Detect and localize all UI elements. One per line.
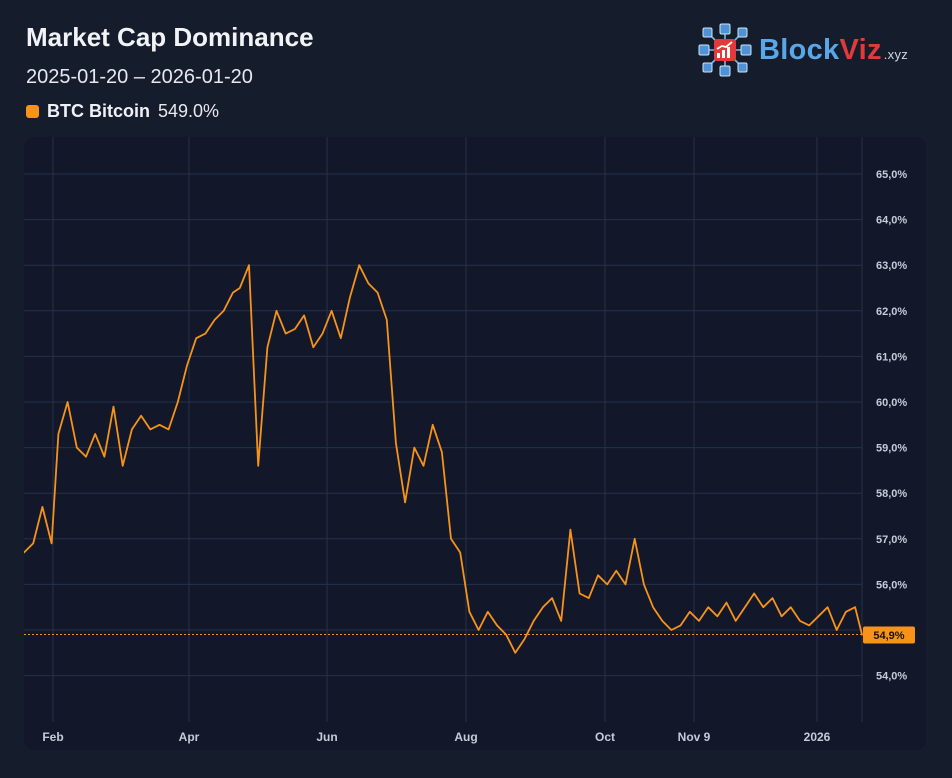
x-tick-label: Jun <box>316 730 337 744</box>
brand-name: BlockViz .xyz <box>759 34 908 67</box>
legend-series-name: BTC Bitcoin <box>47 101 150 121</box>
current-value-badge <box>863 626 915 644</box>
y-tick-label: 65,0% <box>876 169 907 181</box>
chart-title: Market Cap Dominance <box>26 22 314 52</box>
brand-tld: .xyz <box>883 46 909 62</box>
y-tick-label: 58,0% <box>876 488 907 500</box>
y-tick-label: 57,0% <box>876 534 907 546</box>
y-tick-label: 61,0% <box>876 351 907 363</box>
y-tick-label: 64,0% <box>876 215 907 227</box>
brand-name-part1: Block <box>759 33 840 66</box>
legend-series-value: 549.0% <box>158 101 220 121</box>
brand-name-part2: Viz <box>839 33 882 66</box>
y-tick-label: 63,0% <box>876 260 907 272</box>
y-tick-label: 54,0% <box>876 671 907 683</box>
y-tick-label: 59,0% <box>876 443 907 455</box>
series-line-btc <box>24 264 863 654</box>
brand-logo[interactable]: BlockViz .xyz <box>697 22 908 78</box>
line-chart[interactable]: 54,0%55,0%56,0%57,0%58,0%59,0%60,0%61,0%… <box>24 137 926 750</box>
x-tick-label: Aug <box>454 730 477 744</box>
chart-panel[interactable]: 54,0%55,0%56,0%57,0%58,0%59,0%60,0%61,0%… <box>24 137 926 750</box>
current-value-label: 54,9% <box>873 630 904 642</box>
y-tick-label: 56,0% <box>876 579 907 591</box>
cube-network-chart-icon <box>698 23 752 77</box>
date-range: 2025-01-20 – 2026-01-20 <box>26 66 253 88</box>
legend-swatch <box>26 105 39 118</box>
x-tick-label: Apr <box>179 730 200 744</box>
x-tick-label: Nov 9 <box>678 730 711 744</box>
y-tick-label: 62,0% <box>876 306 907 318</box>
x-tick-label: Oct <box>595 730 615 744</box>
x-tick-label: 2026 <box>804 730 831 744</box>
y-tick-label: 60,0% <box>876 397 907 409</box>
x-tick-label: Feb <box>42 730 63 744</box>
legend[interactable]: BTC Bitcoin 549.0% <box>26 101 219 122</box>
